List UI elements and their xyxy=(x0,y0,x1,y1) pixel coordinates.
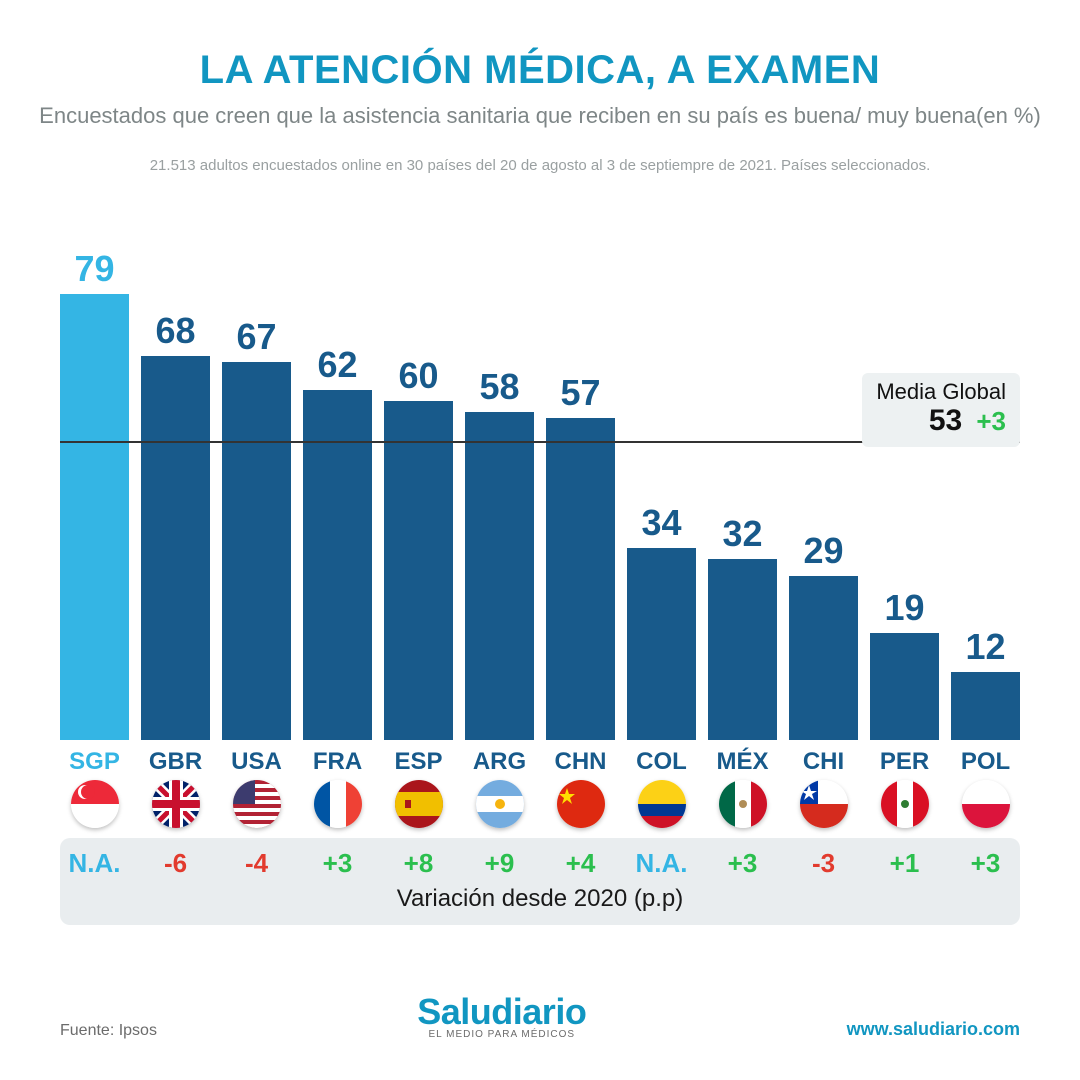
flag-icon xyxy=(881,780,929,828)
flag-icon xyxy=(557,780,605,828)
variation-value: N.A. xyxy=(636,848,688,878)
country-code: PER xyxy=(880,748,929,775)
flag-icon xyxy=(800,780,848,828)
variation-band: N.A. -6 -4 +3 +8 +9 +4 N.A. +3 -3 +1 +3 Variación d… xyxy=(60,838,1020,925)
source-text: Fuente: Ipsos xyxy=(60,1022,157,1040)
bar-rect xyxy=(60,294,129,740)
brand-tagline: EL MEDIO PARA MÉDICOS xyxy=(157,1029,847,1040)
bar-value: 32 xyxy=(722,513,762,555)
country-code: ESP xyxy=(394,748,442,775)
country-code: MÉX xyxy=(716,748,768,775)
bar-rect xyxy=(870,633,939,740)
country-code: POL xyxy=(961,748,1010,775)
flag-icon xyxy=(962,780,1010,828)
flag-icon xyxy=(152,780,200,828)
bar-value: 29 xyxy=(803,530,843,572)
variation-value: -3 xyxy=(812,848,835,878)
variation-value: +3 xyxy=(728,848,758,878)
global-average-value: 53 xyxy=(929,404,962,439)
page-title: LA ATENCIÓN MÉDICA, A EXAMEN xyxy=(0,48,1080,93)
country-code: COL xyxy=(636,748,687,775)
bar-per: 19 xyxy=(870,587,939,740)
country-code: CHI xyxy=(803,748,844,775)
bar-value: 79 xyxy=(74,248,114,290)
bar-sgp: 79 xyxy=(60,248,129,740)
global-average-text: Media Global xyxy=(876,379,1006,404)
country-code: USA xyxy=(231,748,282,775)
flag-icon xyxy=(71,780,119,828)
variation-value: N.A. xyxy=(69,848,121,878)
variation-value: +4 xyxy=(566,848,596,878)
flag-icon xyxy=(719,780,767,828)
bar-value: 67 xyxy=(236,316,276,358)
variation-value: -6 xyxy=(164,848,187,878)
bar-rect xyxy=(465,412,534,740)
bar-esp: 60 xyxy=(384,355,453,740)
bar-rect xyxy=(627,548,696,740)
bar-value: 58 xyxy=(479,366,519,408)
bar-value: 57 xyxy=(560,372,600,414)
variation-value: +3 xyxy=(971,848,1001,878)
country-code: GBR xyxy=(149,748,202,775)
global-average-delta: +3 xyxy=(976,407,1006,437)
brand-url: www.saludiario.com xyxy=(847,1019,1020,1040)
flag-icon xyxy=(314,780,362,828)
flag-icon xyxy=(638,780,686,828)
flag-icon xyxy=(395,780,443,828)
bar-arg: 58 xyxy=(465,366,534,740)
bar-rect xyxy=(546,418,615,740)
bar-rect xyxy=(141,356,210,740)
bar-value: 68 xyxy=(155,310,195,352)
flag-icon xyxy=(476,780,524,828)
bar-pol: 12 xyxy=(951,626,1020,740)
variation-value: -4 xyxy=(245,848,268,878)
bar-value: 60 xyxy=(398,355,438,397)
bar-gbr: 68 xyxy=(141,310,210,740)
bar-col: 34 xyxy=(627,502,696,740)
bar-value: 62 xyxy=(317,344,357,386)
bar-rect xyxy=(708,559,777,740)
bar-rect xyxy=(951,672,1020,740)
country-code: FRA xyxy=(313,748,362,775)
bar-chi: 29 xyxy=(789,530,858,740)
bar-chart: Media Global 53 +3 796867626058573432291… xyxy=(60,260,1020,880)
bar-value: 19 xyxy=(884,587,924,629)
variation-value: +8 xyxy=(404,848,434,878)
page-subtitle: Encuestados que creen que la asistencia … xyxy=(0,103,1080,129)
bar-value: 34 xyxy=(641,502,681,544)
variation-caption: Variación desde 2020 (p.p) xyxy=(60,885,1020,913)
country-code: ARG xyxy=(473,748,526,775)
variation-value: +9 xyxy=(485,848,515,878)
methodology-note: 21.513 adultos encuestados online en 30 … xyxy=(0,157,1080,174)
bar-fra: 62 xyxy=(303,344,372,740)
bar-value: 12 xyxy=(965,626,1005,668)
bar-rect xyxy=(222,362,291,740)
global-average-label: Media Global 53 +3 xyxy=(862,373,1020,447)
bar-rect xyxy=(384,401,453,740)
brand-logo: Saludiario EL MEDIO PARA MÉDICOS xyxy=(157,991,847,1040)
country-code: CHN xyxy=(555,748,607,775)
brand-name: Saludiario xyxy=(157,991,847,1033)
flag-icon xyxy=(233,780,281,828)
variation-value: +1 xyxy=(890,848,920,878)
bar-rect xyxy=(789,576,858,740)
country-code: SGP xyxy=(69,748,120,775)
bar-usa: 67 xyxy=(222,316,291,740)
variation-value: +3 xyxy=(323,848,353,878)
bar-chn: 57 xyxy=(546,372,615,740)
bar-méx: 32 xyxy=(708,513,777,740)
